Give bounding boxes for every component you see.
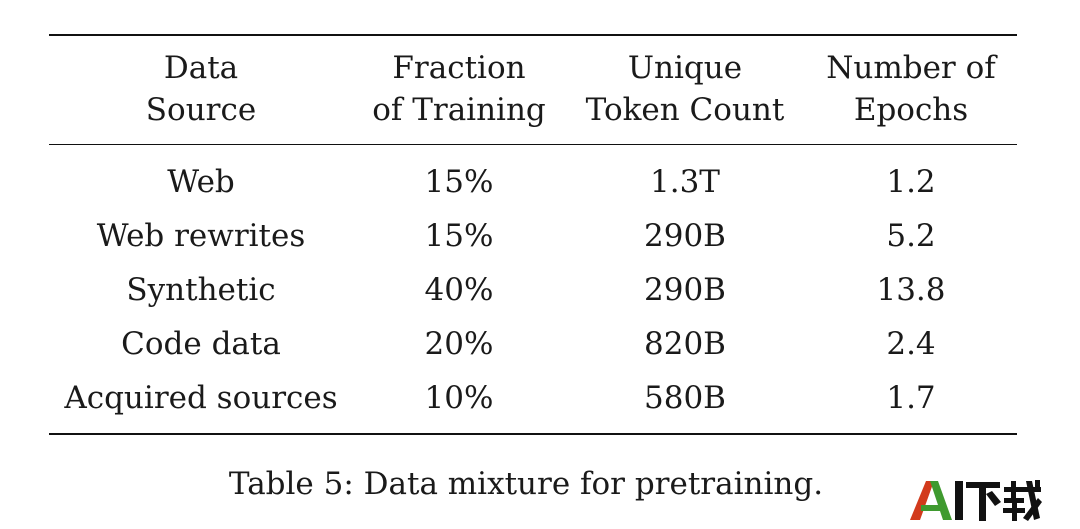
cell-data-source: Synthetic <box>126 272 276 308</box>
header-line: Fraction <box>392 50 526 86</box>
watermark-a-left-stroke <box>910 481 934 520</box>
cell-token-count: 580B <box>644 380 726 416</box>
cell-data-source: Web rewrites <box>96 218 306 254</box>
cell-token-count: 290B <box>644 218 726 254</box>
cell-fraction: 20% <box>424 326 494 362</box>
cell-data-source: Code data <box>121 326 281 362</box>
header-line: Epochs <box>853 92 969 128</box>
cell-epochs: 13.8 <box>876 272 946 308</box>
cell-epochs: 5.2 <box>886 218 936 254</box>
header-line: Unique <box>627 50 743 86</box>
header-line: of Training <box>372 92 546 128</box>
watermark-zai-glyph <box>1003 480 1042 521</box>
header-line: Data <box>163 50 239 86</box>
cell-token-count: 290B <box>644 272 726 308</box>
cell-epochs: 1.2 <box>886 164 936 200</box>
watermark-a-crossbar <box>921 505 941 511</box>
table-row: Acquired sources 10% 580B 1.7 <box>49 371 1017 434</box>
data-mixture-table: Data Source Fraction of Training Unique … <box>49 34 1017 435</box>
cell-token-count: 1.3T <box>650 164 720 200</box>
watermark-i-stroke <box>955 481 963 520</box>
table-row: Web rewrites 15% 290B 5.2 <box>49 209 1017 263</box>
table-caption: Table 5: Data mixture for pretraining. <box>228 466 824 502</box>
header-line: Token Count <box>585 92 785 128</box>
table-row: Web 15% 1.3T 1.2 <box>49 145 1017 210</box>
cell-fraction: 15% <box>424 164 494 200</box>
header-data-source: Data Source <box>49 35 353 145</box>
ai-download-watermark-logo <box>910 480 1042 521</box>
table-row: Synthetic 40% 290B 13.8 <box>49 263 1017 317</box>
cell-fraction: 15% <box>424 218 494 254</box>
cell-epochs: 2.4 <box>886 326 936 362</box>
table-body: Web 15% 1.3T 1.2 Web rewrites 15% 290B 5… <box>49 145 1017 434</box>
table-row: Code data 20% 820B 2.4 <box>49 317 1017 371</box>
cell-fraction: 10% <box>424 380 494 416</box>
header-line: Source <box>145 92 257 128</box>
header-number-of-epochs: Number of Epochs <box>805 35 1017 145</box>
header-line: Number of <box>826 50 996 86</box>
cell-epochs: 1.7 <box>886 380 936 416</box>
header-fraction-of-training: Fraction of Training <box>353 35 565 145</box>
header-unique-token-count: Unique Token Count <box>565 35 805 145</box>
data-mixture-table-container: Data Source Fraction of Training Unique … <box>49 34 1017 435</box>
cell-data-source: Acquired sources <box>64 380 338 416</box>
cell-fraction: 40% <box>424 272 494 308</box>
cell-token-count: 820B <box>644 326 726 362</box>
cell-data-source: Web <box>167 164 235 200</box>
watermark-a-right-stroke <box>930 481 952 520</box>
watermark-xia-glyph <box>966 482 1001 521</box>
table-header: Data Source Fraction of Training Unique … <box>49 35 1017 145</box>
header-row: Data Source Fraction of Training Unique … <box>49 35 1017 145</box>
